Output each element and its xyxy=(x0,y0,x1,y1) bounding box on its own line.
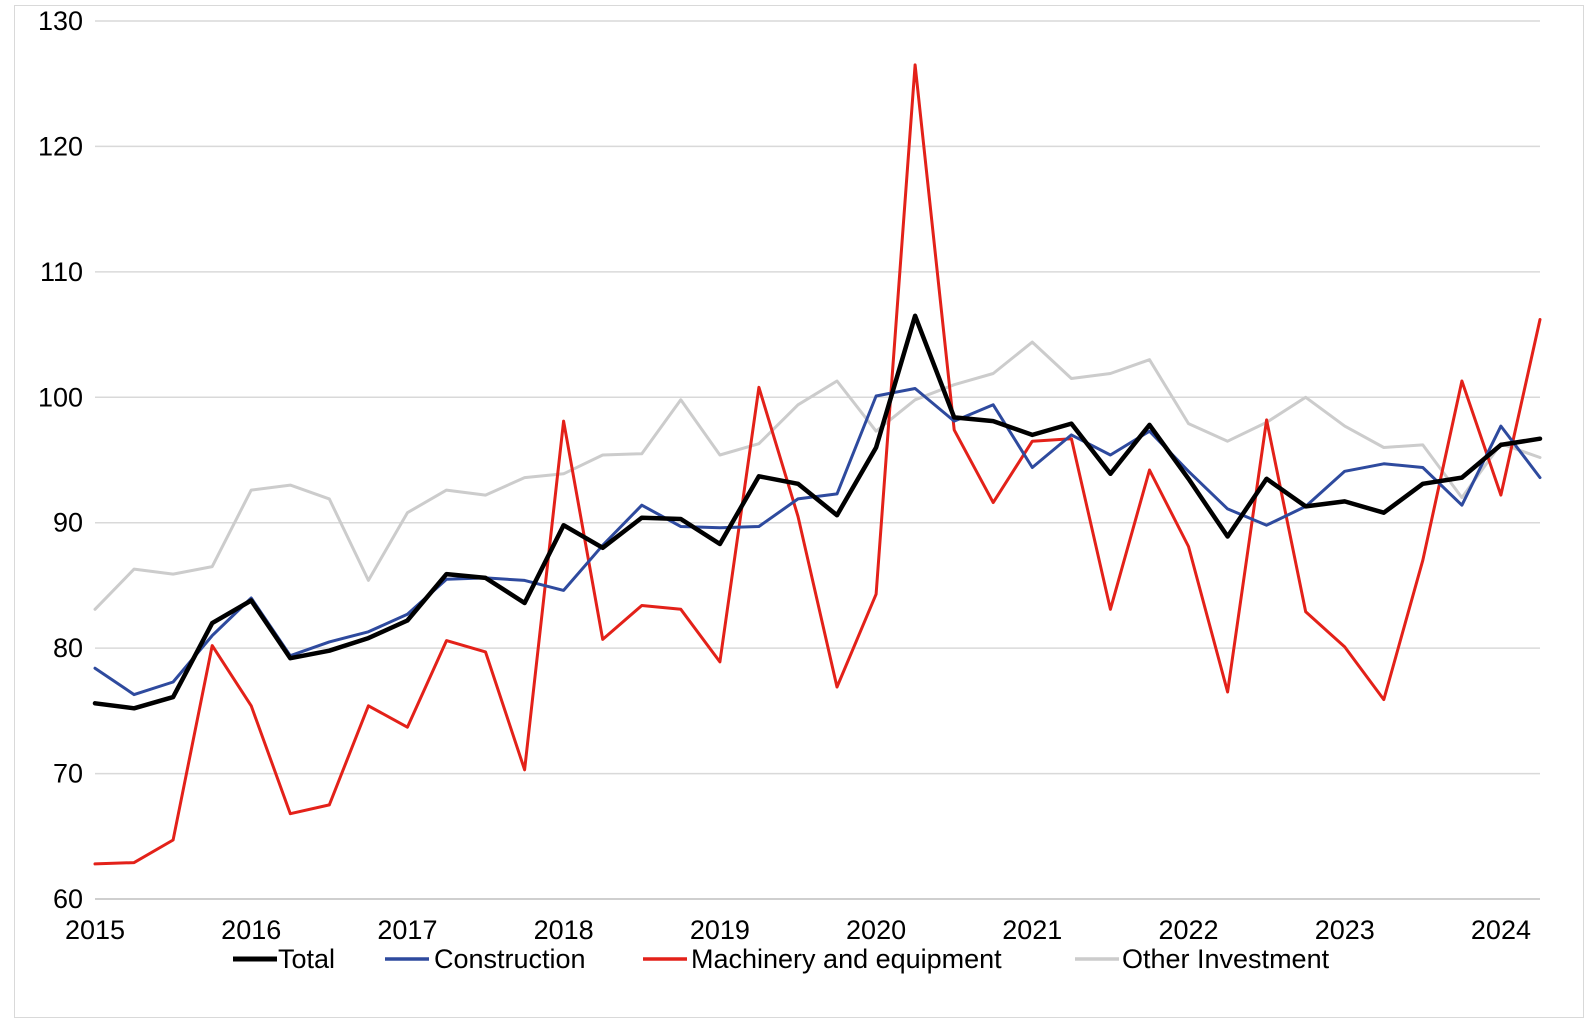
x-tick-label: 2018 xyxy=(534,915,594,945)
series-line-total xyxy=(92,313,1543,711)
y-tick-label: 130 xyxy=(38,6,83,36)
y-tick-label: 80 xyxy=(53,633,83,663)
x-axis-ticks: 2015 2016 2017 2018 2019 2020 2021 2022 2023 2024 xyxy=(65,915,1531,945)
legend: Total Construction Machinery and equipment… xyxy=(233,944,1330,974)
series-line-other-investment xyxy=(93,340,1542,611)
chart-frame: 60 70 80 90 100 110 120 130 2015 2016 2017 2018 201… xyxy=(14,5,1584,1018)
y-tick-label: 90 xyxy=(53,508,83,538)
legend-label: Other Investment xyxy=(1122,944,1330,974)
x-tick-label: 2021 xyxy=(1002,915,1062,945)
x-tick-label: 2020 xyxy=(846,915,906,945)
x-tick-label: 2015 xyxy=(65,915,125,945)
y-tick-label: 110 xyxy=(40,257,83,287)
legend-label: Construction xyxy=(434,944,586,974)
x-tick-label: 2017 xyxy=(377,915,437,945)
y-tick-label: 70 xyxy=(53,759,83,789)
x-tick-label: 2024 xyxy=(1471,915,1531,945)
x-tick-label: 2022 xyxy=(1158,915,1218,945)
gridlines xyxy=(95,20,1540,900)
y-tick-label: 120 xyxy=(38,131,83,161)
legend-label: Total xyxy=(278,944,335,974)
x-tick-label: 2019 xyxy=(690,915,750,945)
y-tick-label: 60 xyxy=(53,884,83,914)
series-line-construction xyxy=(93,387,1542,697)
y-tick-label: 100 xyxy=(38,382,83,412)
x-tick-label: 2023 xyxy=(1315,915,1375,945)
y-axis-ticks: 60 70 80 90 100 110 120 130 xyxy=(38,6,83,914)
x-tick-label: 2016 xyxy=(221,915,281,945)
series-lines xyxy=(92,63,1543,866)
series-line-machinery-and-equipment xyxy=(93,63,1542,866)
legend-label: Machinery and equipment xyxy=(691,944,1002,974)
